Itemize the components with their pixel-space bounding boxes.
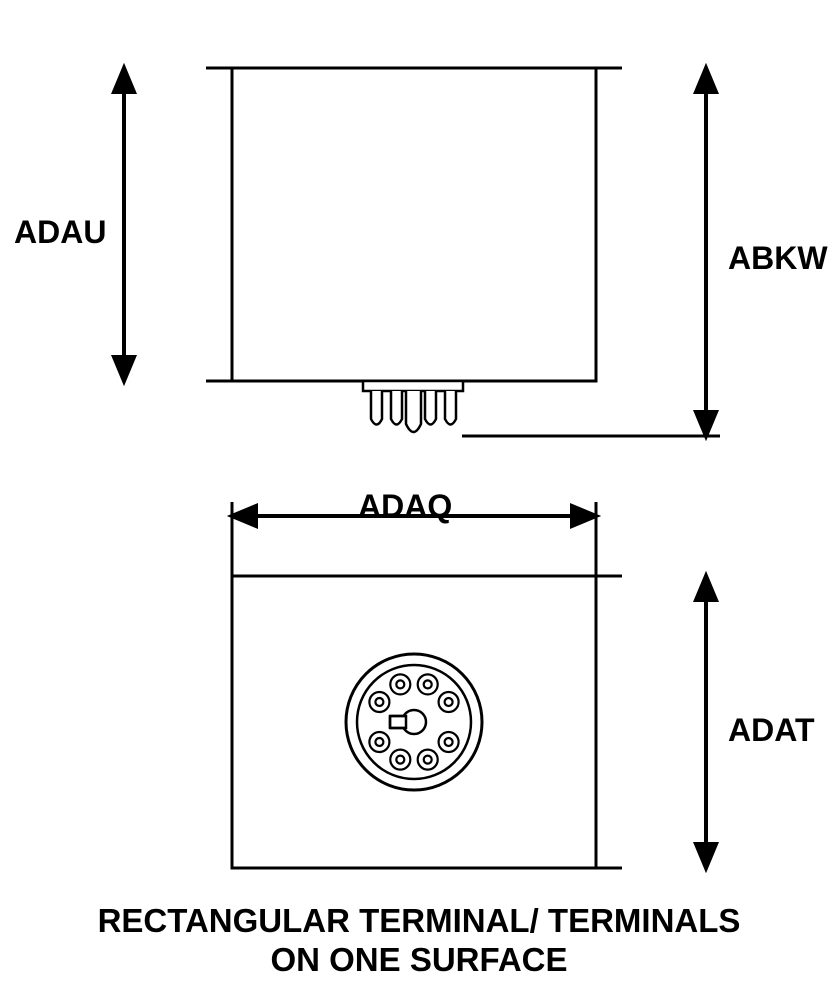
dim-adat bbox=[596, 576, 716, 868]
label-adaq: ADAQ bbox=[358, 488, 452, 525]
top-view-svg bbox=[0, 0, 838, 460]
pin-2 bbox=[391, 391, 402, 425]
pin-4 bbox=[425, 391, 436, 425]
label-adau: ADAU bbox=[14, 214, 106, 251]
pin-ring-7 bbox=[418, 750, 438, 770]
dim-adau bbox=[114, 68, 232, 381]
pin-ring-8 bbox=[439, 732, 459, 752]
page: ADAU ABKW bbox=[0, 0, 838, 993]
pin-ring-5 bbox=[369, 732, 389, 752]
pin-3-center bbox=[406, 391, 421, 432]
pin-1 bbox=[371, 391, 382, 425]
connector bbox=[346, 654, 482, 790]
pin-ring-6 bbox=[390, 750, 410, 770]
caption-line2: ON ONE SURFACE bbox=[270, 941, 567, 978]
pin-ring-4 bbox=[369, 692, 389, 712]
connector-key-notch bbox=[390, 716, 406, 728]
label-abkw: ABKW bbox=[728, 240, 828, 277]
caption-line1: RECTANGULAR TERMINAL/ TERMINALS bbox=[98, 902, 741, 939]
pin-ring-3 bbox=[390, 674, 410, 694]
label-adat: ADAT bbox=[728, 712, 815, 749]
top-body-rect bbox=[232, 68, 596, 381]
pin-5 bbox=[445, 391, 456, 425]
pin-base bbox=[363, 381, 463, 391]
pin-ring-2 bbox=[418, 674, 438, 694]
pins-group bbox=[371, 391, 456, 432]
figure-caption: RECTANGULAR TERMINAL/ TERMINALS ON ONE S… bbox=[0, 902, 838, 980]
pin-ring-1 bbox=[439, 692, 459, 712]
